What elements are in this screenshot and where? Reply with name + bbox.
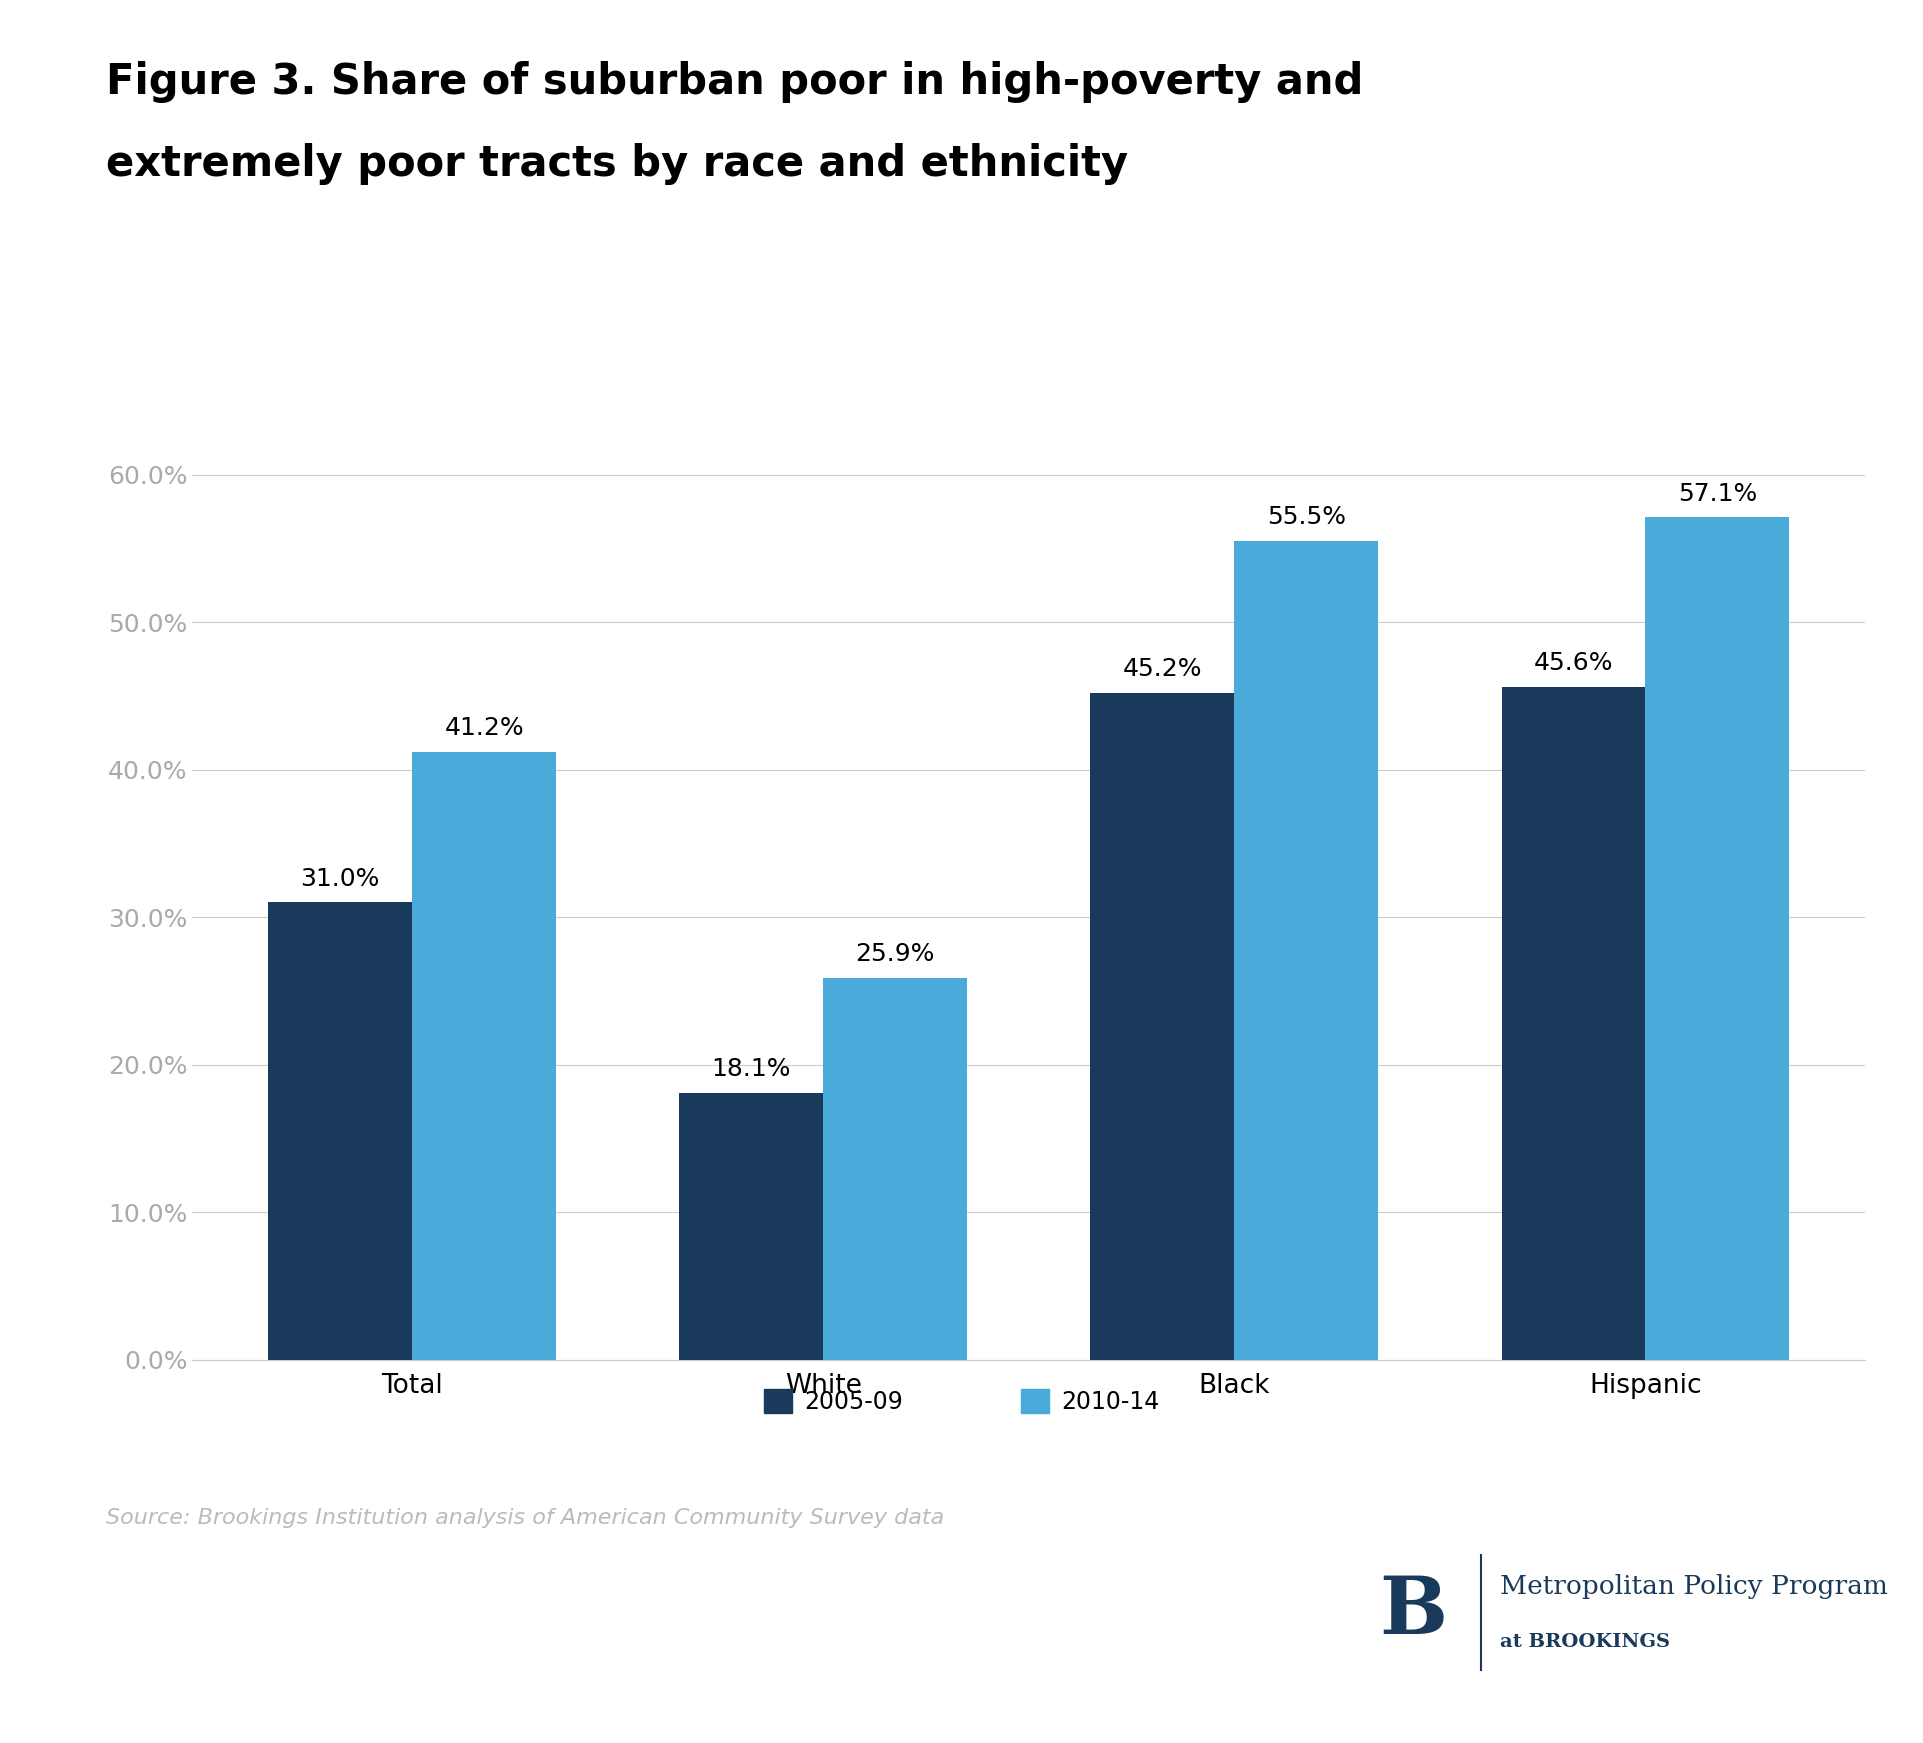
Text: 31.0%: 31.0% (300, 866, 381, 891)
Text: 55.5%: 55.5% (1267, 505, 1346, 530)
Bar (1646, 518, 1788, 1360)
Bar (1502, 687, 1646, 1360)
Text: 45.2%: 45.2% (1123, 657, 1202, 682)
Legend: 2005-09, 2010-14: 2005-09, 2010-14 (752, 1377, 1171, 1426)
Bar (1090, 694, 1235, 1360)
Bar (679, 1093, 823, 1360)
Text: 41.2%: 41.2% (444, 716, 523, 741)
Text: Metropolitan Policy Program: Metropolitan Policy Program (1500, 1574, 1888, 1598)
Bar (269, 903, 412, 1360)
Text: 45.6%: 45.6% (1535, 652, 1613, 675)
Text: at BROOKINGS: at BROOKINGS (1500, 1633, 1669, 1651)
Text: B: B (1379, 1574, 1448, 1651)
Bar (412, 751, 556, 1360)
Text: Source: Brookings Institution analysis of American Community Survey data: Source: Brookings Institution analysis o… (106, 1508, 944, 1527)
Text: 25.9%: 25.9% (856, 941, 935, 966)
Bar (1235, 540, 1379, 1360)
Text: Figure 3. Share of suburban poor in high-poverty and: Figure 3. Share of suburban poor in high… (106, 61, 1363, 103)
Text: extremely poor tracts by race and ethnicity: extremely poor tracts by race and ethnic… (106, 143, 1129, 185)
Text: 18.1%: 18.1% (712, 1056, 790, 1081)
Text: 57.1%: 57.1% (1677, 481, 1758, 505)
Bar (823, 978, 967, 1360)
